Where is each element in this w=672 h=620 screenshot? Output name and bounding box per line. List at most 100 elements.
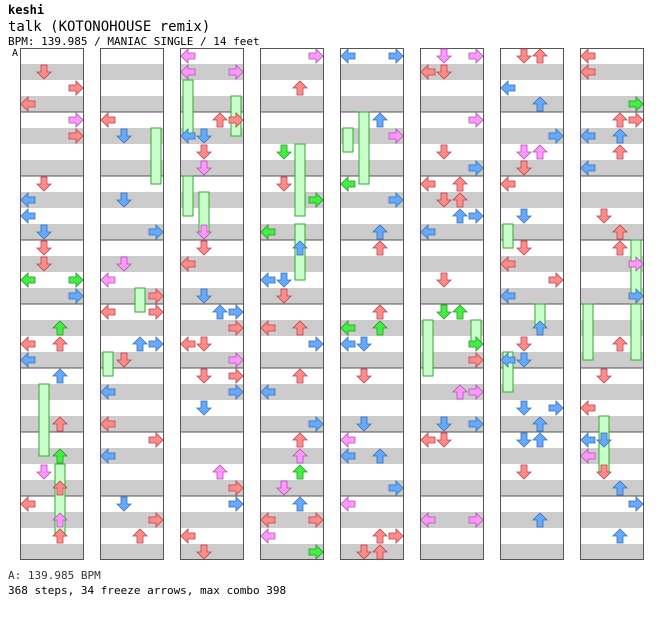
right-arrow-icon bbox=[628, 288, 644, 304]
left-arrow-icon bbox=[20, 208, 36, 224]
left-arrow-icon bbox=[20, 496, 36, 512]
beat-stripe bbox=[260, 224, 324, 240]
chart-stats: 368 steps, 34 freeze arrows, max combo 3… bbox=[8, 584, 287, 597]
beat-stripe bbox=[500, 192, 564, 208]
up-arrow-icon bbox=[452, 208, 468, 224]
freeze-arrow bbox=[358, 111, 370, 185]
down-arrow-icon bbox=[36, 176, 52, 192]
column-border bbox=[340, 48, 404, 560]
left-arrow-icon bbox=[100, 304, 116, 320]
beat-stripe bbox=[20, 544, 84, 560]
column-border bbox=[20, 48, 84, 560]
left-arrow-icon bbox=[580, 160, 596, 176]
column-border bbox=[100, 48, 164, 560]
left-arrow-icon bbox=[500, 176, 516, 192]
down-arrow-icon bbox=[196, 224, 212, 240]
right-arrow-icon bbox=[468, 208, 484, 224]
beat-stripe bbox=[100, 224, 164, 240]
right-arrow-icon bbox=[468, 48, 484, 64]
down-arrow-icon bbox=[196, 240, 212, 256]
down-arrow-icon bbox=[516, 208, 532, 224]
left-arrow-icon bbox=[420, 432, 436, 448]
beat-stripe bbox=[420, 512, 484, 528]
up-arrow-icon bbox=[52, 480, 68, 496]
down-arrow-icon bbox=[596, 464, 612, 480]
beat-stripe bbox=[500, 544, 564, 560]
beat-stripe bbox=[260, 384, 324, 400]
right-arrow-icon bbox=[228, 320, 244, 336]
right-arrow-icon bbox=[468, 416, 484, 432]
beat-stripe bbox=[420, 352, 484, 368]
freeze-arrow bbox=[630, 303, 642, 361]
down-arrow-icon bbox=[516, 352, 532, 368]
right-arrow-icon bbox=[228, 480, 244, 496]
right-arrow-icon bbox=[68, 80, 84, 96]
beat-stripe bbox=[500, 96, 564, 112]
beat-stripe bbox=[340, 384, 404, 400]
left-arrow-icon bbox=[100, 448, 116, 464]
beat-stripe bbox=[20, 160, 84, 176]
left-arrow-icon bbox=[20, 352, 36, 368]
beat-stripe bbox=[500, 416, 564, 432]
left-arrow-icon bbox=[180, 64, 196, 80]
down-arrow-icon bbox=[436, 64, 452, 80]
up-arrow-icon bbox=[532, 512, 548, 528]
beat-stripe bbox=[20, 64, 84, 80]
up-arrow-icon bbox=[372, 112, 388, 128]
beat-stripe bbox=[500, 256, 564, 272]
beat-stripe bbox=[20, 480, 84, 496]
down-arrow-icon bbox=[276, 480, 292, 496]
down-arrow-icon bbox=[36, 64, 52, 80]
up-arrow-icon bbox=[212, 464, 228, 480]
left-arrow-icon bbox=[580, 448, 596, 464]
up-arrow-icon bbox=[52, 512, 68, 528]
up-arrow-icon bbox=[372, 240, 388, 256]
beat-stripe bbox=[420, 192, 484, 208]
beat-stripe bbox=[340, 96, 404, 112]
beat-stripe bbox=[580, 224, 644, 240]
beat-stripe bbox=[580, 160, 644, 176]
left-arrow-icon bbox=[260, 272, 276, 288]
right-arrow-icon bbox=[308, 416, 324, 432]
beat-stripe bbox=[180, 544, 244, 560]
up-arrow-icon bbox=[612, 528, 628, 544]
up-arrow-icon bbox=[612, 480, 628, 496]
left-arrow-icon bbox=[340, 320, 356, 336]
left-arrow-icon bbox=[340, 432, 356, 448]
up-arrow-icon bbox=[292, 448, 308, 464]
beat-stripe bbox=[500, 288, 564, 304]
up-arrow-icon bbox=[612, 224, 628, 240]
beat-stripe bbox=[500, 128, 564, 144]
beat-stripe bbox=[180, 416, 244, 432]
beat-stripe bbox=[180, 256, 244, 272]
down-arrow-icon bbox=[356, 336, 372, 352]
left-arrow-icon bbox=[580, 48, 596, 64]
right-arrow-icon bbox=[68, 288, 84, 304]
beat-stripe bbox=[100, 480, 164, 496]
beat-stripe bbox=[580, 512, 644, 528]
left-arrow-icon bbox=[580, 432, 596, 448]
beat-stripe bbox=[500, 384, 564, 400]
beat-stripe bbox=[340, 288, 404, 304]
down-arrow-icon bbox=[436, 304, 452, 320]
beat-stripe bbox=[20, 256, 84, 272]
beat-stripe bbox=[500, 512, 564, 528]
beat-stripe bbox=[580, 352, 644, 368]
down-arrow-icon bbox=[116, 352, 132, 368]
beat-stripe bbox=[420, 160, 484, 176]
beat-stripe bbox=[20, 512, 84, 528]
beat-stripe bbox=[180, 224, 244, 240]
left-arrow-icon bbox=[100, 384, 116, 400]
beat-stripe bbox=[20, 384, 84, 400]
beat-stripe bbox=[340, 352, 404, 368]
down-arrow-icon bbox=[356, 416, 372, 432]
right-arrow-icon bbox=[308, 544, 324, 560]
down-arrow-icon bbox=[196, 160, 212, 176]
beat-stripe bbox=[180, 160, 244, 176]
down-arrow-icon bbox=[516, 48, 532, 64]
right-arrow-icon bbox=[308, 336, 324, 352]
down-arrow-icon bbox=[516, 432, 532, 448]
beat-stripe bbox=[260, 192, 324, 208]
beat-stripe bbox=[420, 544, 484, 560]
beat-stripe bbox=[180, 384, 244, 400]
